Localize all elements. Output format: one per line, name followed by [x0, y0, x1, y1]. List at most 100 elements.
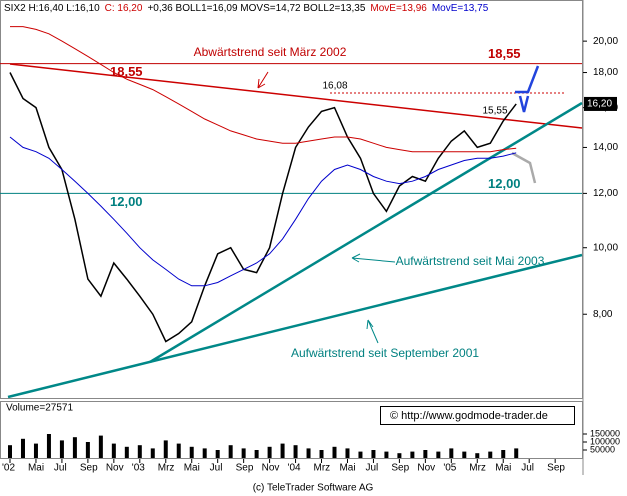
volume-bar [111, 443, 116, 458]
volume-bar [293, 445, 298, 458]
volume-bar [59, 440, 64, 458]
header-part: C: 16,20 [105, 3, 143, 14]
volume-bar [371, 450, 376, 458]
x-tick-label: Sep [391, 463, 409, 474]
volume-bar [137, 445, 142, 458]
forecast-arrow [515, 65, 540, 113]
up-trend-2001 [7, 253, 583, 399]
header: SIX2 H:16,40 L:16,10 C: 16,20 +0,36 BOLL1=… [4, 3, 489, 14]
arrow [257, 71, 269, 89]
x-tick-label: Mai [495, 463, 511, 474]
forecast-arrow [511, 151, 537, 184]
volume-bar [228, 445, 233, 458]
x-tick-label: Mrz [158, 463, 175, 474]
volume-bar [254, 450, 259, 458]
volume-bar [98, 435, 103, 458]
volume-bar [20, 438, 25, 458]
annotation: Aufwärtstrend seit September 2001 [291, 346, 479, 360]
volume-bar [358, 451, 363, 458]
volume-bar [72, 437, 77, 458]
x-tick-label: Mrz [469, 463, 486, 474]
annotation: Aufwärtstrend seit Mai 2003 [396, 254, 545, 268]
volume-bar [436, 451, 441, 458]
volume-bar [241, 448, 246, 458]
x-tick-label: Sep [547, 463, 565, 474]
volume-bar [397, 453, 402, 458]
volume-bar [33, 443, 38, 458]
volume-bar [176, 443, 181, 458]
down-trend [9, 63, 583, 129]
x-tick-label: '05 [443, 463, 456, 474]
price-frame [0, 0, 583, 399]
y-tick-label: 12,00 [593, 188, 618, 199]
volume-bar [384, 451, 389, 458]
up-trend-2003 [149, 101, 583, 364]
volume-bar [8, 445, 12, 458]
watermark: © http://www.godmode-trader.de [390, 410, 548, 422]
volume-bar [514, 448, 519, 458]
x-tick-label: Sep [236, 463, 254, 474]
volume-bar [85, 442, 90, 458]
x-tick-label: Sep [80, 463, 98, 474]
x-tick-label: Mai [339, 463, 355, 474]
x-tick-label: Jul [54, 463, 67, 474]
x-tick-label: '03 [132, 463, 145, 474]
volume-bar [423, 450, 428, 458]
y-tick-label: 18,00 [593, 67, 618, 78]
volume-bar [124, 446, 129, 458]
volume-bar [280, 443, 285, 458]
y-tick-label: 20,00 [593, 36, 618, 47]
x-tick-label: '02 [2, 463, 15, 474]
volume-bar [215, 450, 220, 458]
x-tick-label: '04 [288, 463, 301, 474]
annotation: 15,55 [482, 106, 507, 117]
volume-bar [319, 450, 324, 458]
volume-bar [501, 450, 506, 458]
volume-bar [202, 448, 207, 458]
volume-title: Volume=27571 [6, 403, 73, 414]
volume-bar [150, 448, 155, 458]
header-part: MovE=13,75 [432, 3, 489, 14]
volume-bar [163, 440, 168, 458]
x-tick-label: Mai [28, 463, 44, 474]
y-tick-label: 50000 [590, 444, 615, 454]
header-part: MovE=13,96 [370, 3, 427, 14]
level-label: 12,00 [110, 194, 143, 209]
x-tick-label: Nov [106, 463, 124, 474]
level-label: 18,55 [110, 64, 143, 79]
y-tick-label: 100000 [590, 436, 620, 446]
level-label: 18,55 [488, 46, 521, 61]
volume-bar [345, 448, 350, 458]
last-price-label: 16,20 [587, 99, 612, 110]
x-tick-label: Jul [365, 463, 378, 474]
price-line [9, 72, 517, 343]
watermark-box [380, 406, 575, 425]
y-tick-label: 8,00 [593, 309, 613, 320]
x-tick-label: Mai [184, 463, 200, 474]
volume-bar [475, 453, 480, 458]
volume-bar [488, 451, 493, 458]
y-tick-label: 150000 [590, 428, 620, 438]
volume-bar [267, 446, 272, 458]
x-tick-label: Mrz [314, 463, 331, 474]
x-tick-label: Jul [521, 463, 534, 474]
volume-bar [306, 448, 311, 458]
volume-bar [46, 434, 51, 458]
x-tick-label: Nov [417, 463, 435, 474]
last-price-tag [584, 96, 617, 111]
volume-bar [462, 451, 467, 458]
arrow [366, 319, 379, 344]
volume-bar [332, 446, 337, 458]
x-tick-label: Jul [210, 463, 223, 474]
header-part: +0,36 BOLL1=16,09 MOVS=14,72 BOLL2=13,35 [147, 3, 365, 14]
arrow [351, 253, 396, 263]
volume-bar [449, 448, 454, 458]
footer: (c) TeleTrader Software AG [253, 483, 374, 494]
annotation: Abwärtstrend seit März 2002 [194, 45, 347, 59]
x-tick-label: Nov [262, 463, 280, 474]
volume-bar [410, 451, 415, 458]
moving-average [10, 26, 517, 153]
level-label: 12,00 [488, 176, 521, 191]
